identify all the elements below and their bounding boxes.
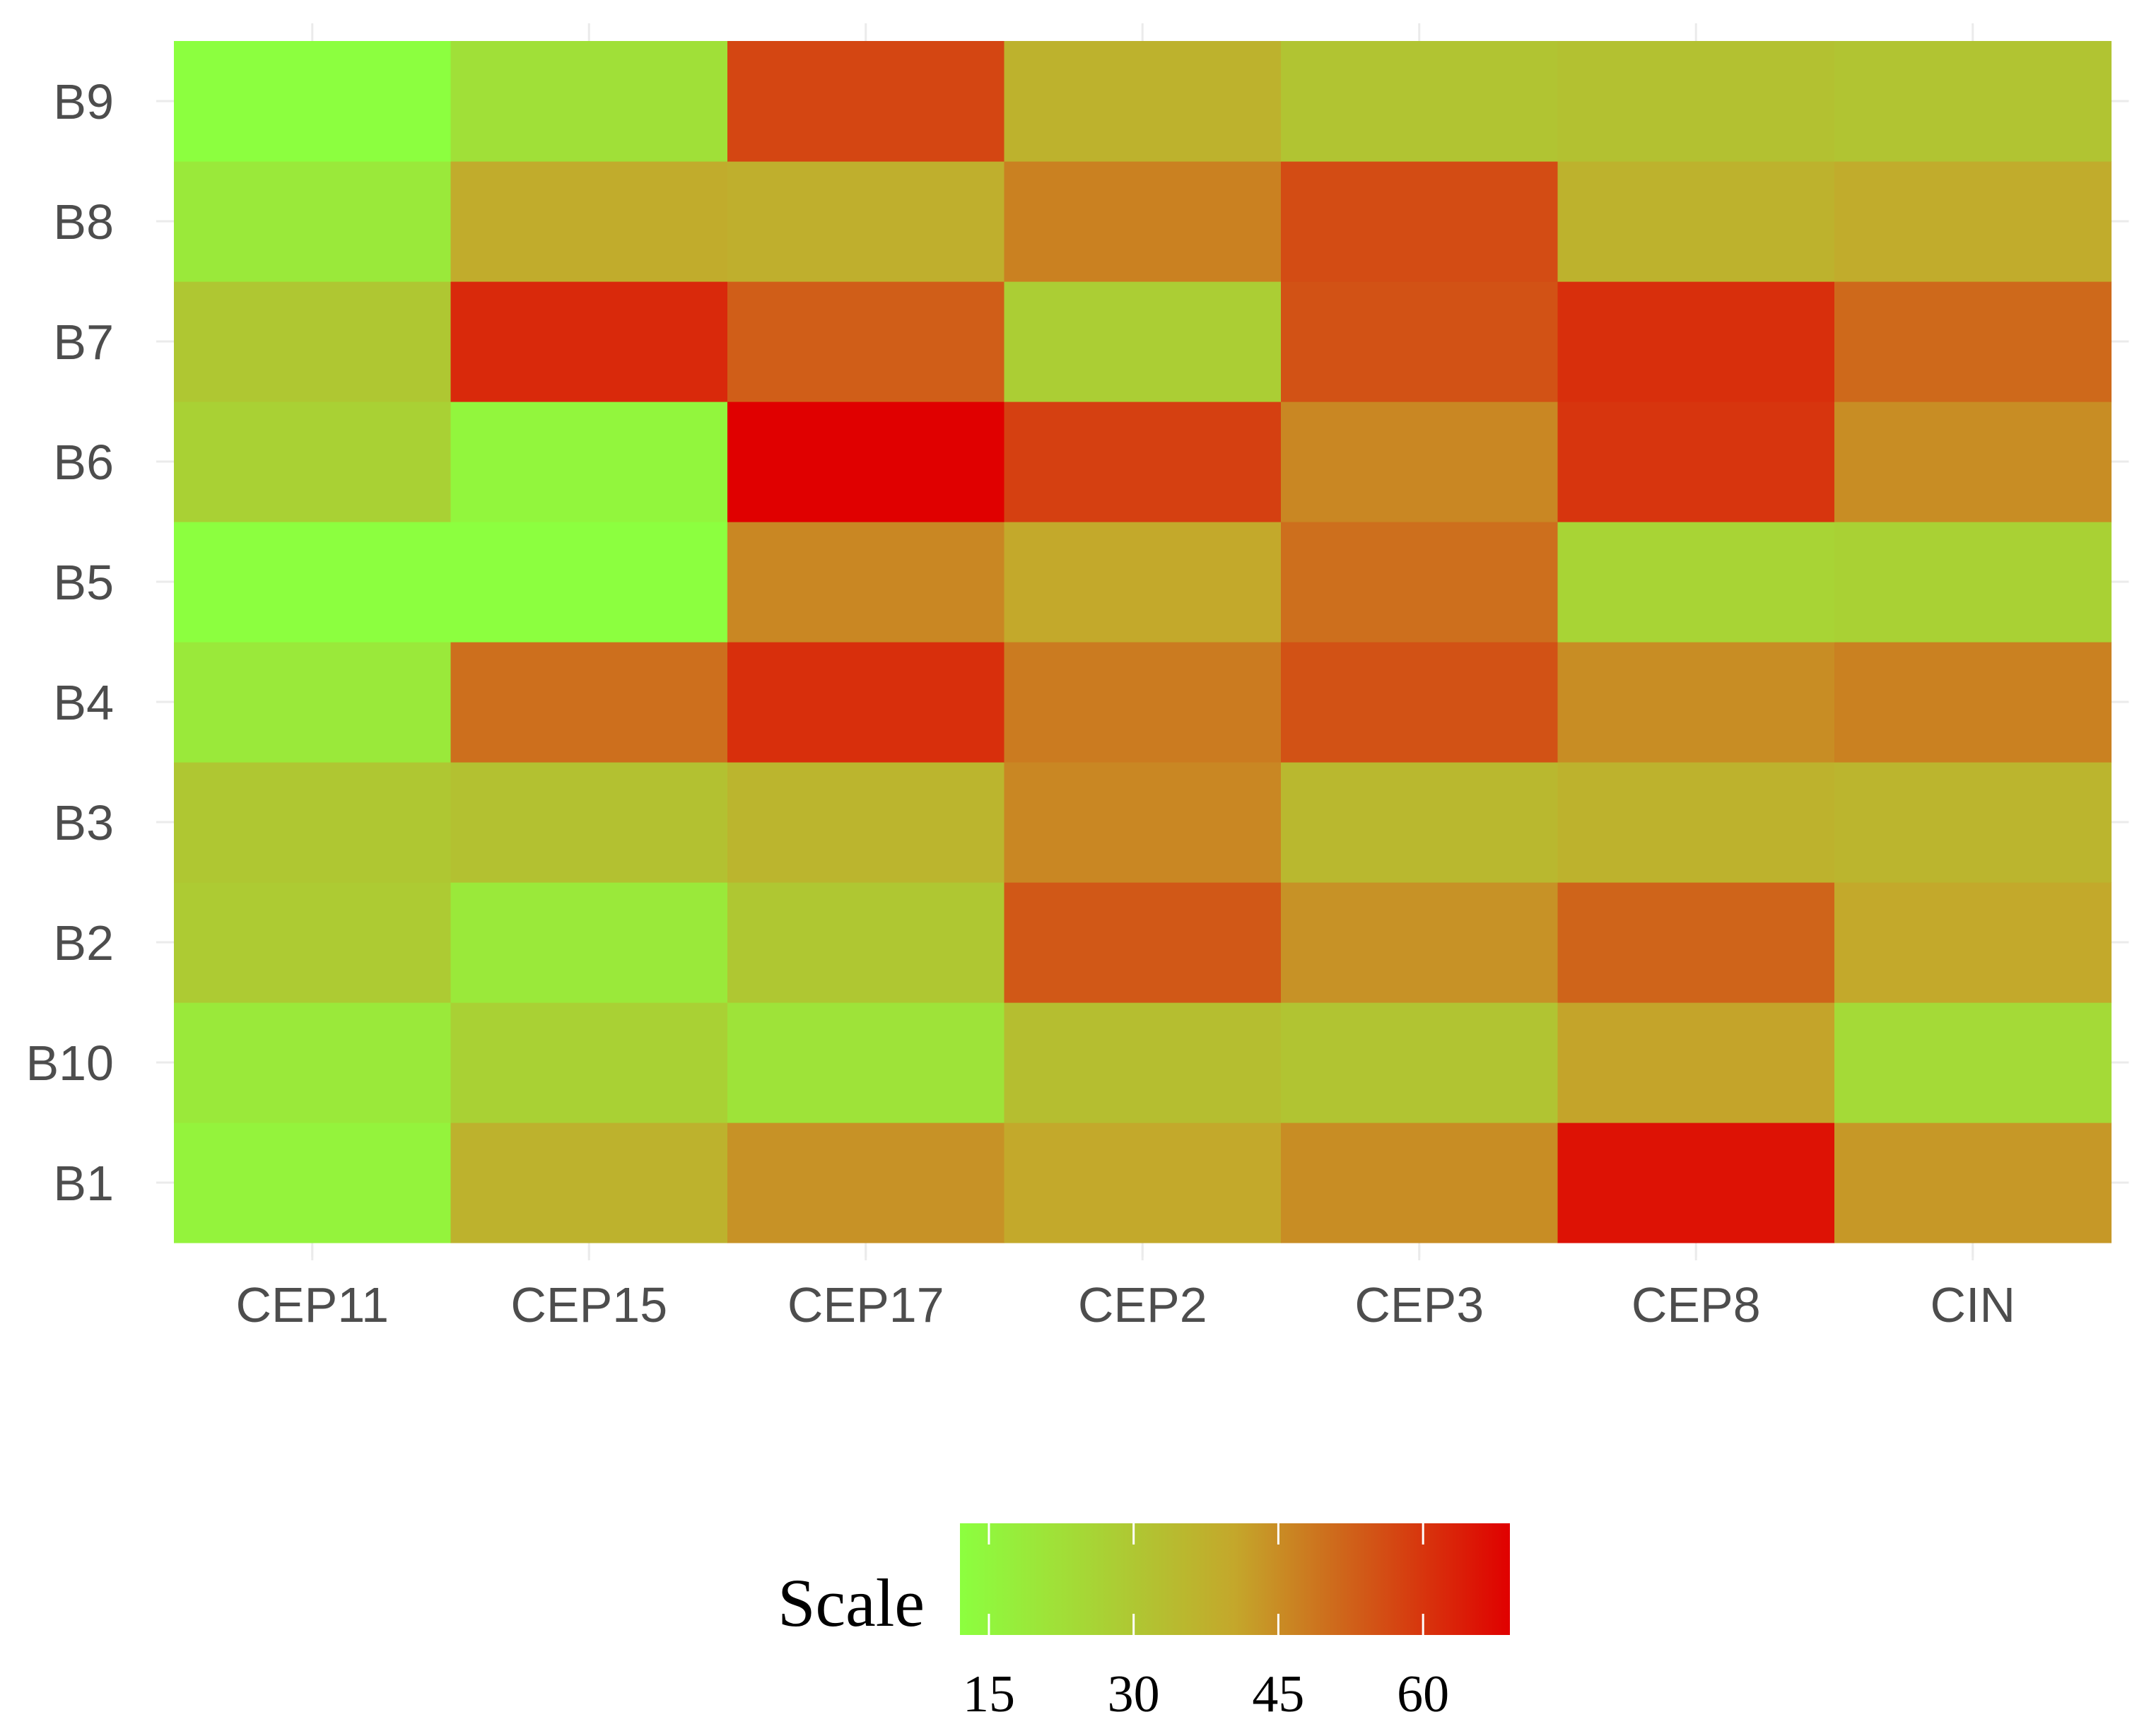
y-tick-label: B8	[53, 194, 114, 250]
legend-tick-label: 45	[1252, 1665, 1304, 1723]
heatmap-cell-B5-CEP17	[727, 522, 1005, 643]
x-tick-label: CEP2	[1078, 1277, 1207, 1332]
heatmap-cell-B10-CEP8	[1557, 1002, 1835, 1123]
legend-tick-label: 60	[1397, 1665, 1449, 1723]
color-legend: Scale 15 30 45 60	[778, 1523, 1510, 1723]
heatmap-cell-B8-CEP3	[1281, 161, 1559, 282]
heatmap-cell-B7-CEP3	[1281, 281, 1559, 402]
x-tick-label: CEP15	[510, 1277, 667, 1332]
heatmap-cell-B9-CEP8	[1557, 41, 1835, 162]
heatmap-cell-B4-CIN	[1834, 642, 2112, 763]
y-tick-label: B2	[53, 915, 114, 971]
heatmap-cell-B10-CEP11	[174, 1002, 452, 1123]
heatmap-cell-B1-CEP2	[1004, 1123, 1282, 1243]
heatmap-cell-B10-CIN	[1834, 1002, 2112, 1123]
heatmap-cell-B7-CEP11	[174, 281, 452, 402]
heatmap-cell-B2-CEP17	[727, 882, 1005, 1003]
heatmap-cell-B8-CEP17	[727, 161, 1005, 282]
y-tick-label: B1	[53, 1156, 114, 1211]
y-tick-label: B10	[25, 1036, 114, 1091]
heatmap-cell-B1-CEP8	[1557, 1123, 1835, 1243]
axes: CEP11 CEP15 CEP17 CEP2 CEP3 CEP8 CIN B1 B10 B2 B3 B…	[25, 74, 2015, 1332]
heatmap-cell-B4-CEP3	[1281, 642, 1559, 763]
legend-tick-label: 30	[1108, 1665, 1160, 1723]
heatmap-cell-B7-CEP8	[1557, 281, 1835, 402]
heatmap-cell-B7-CEP2	[1004, 281, 1282, 402]
x-tick-label: CEP11	[235, 1277, 389, 1332]
heatmap-cell-B5-CEP8	[1557, 522, 1835, 643]
heatmap-cell-B8-CEP8	[1557, 161, 1835, 282]
heatmap-cell-B6-CEP11	[174, 402, 452, 522]
heatmap-cell-B5-CIN	[1834, 522, 2112, 643]
x-tick-label: CEP8	[1631, 1277, 1761, 1332]
heatmap-cell-B2-CEP15	[450, 882, 728, 1003]
heatmap-cell-B4-CEP8	[1557, 642, 1835, 763]
heatmap-cell-B7-CEP17	[727, 281, 1005, 402]
heatmap-cell-B1-CIN	[1834, 1123, 2112, 1243]
heatmap-cell-B2-CIN	[1834, 882, 2112, 1003]
heatmap-cell-B8-CEP11	[174, 161, 452, 282]
heatmap-cell-B8-CIN	[1834, 161, 2112, 282]
legend-tick-label: 15	[963, 1665, 1015, 1723]
heatmap-cell-B6-CIN	[1834, 402, 2112, 522]
heatmap-cell-B7-CEP15	[450, 281, 728, 402]
y-tick-label: B7	[53, 315, 114, 370]
heatmap-cell-B2-CEP3	[1281, 882, 1559, 1003]
heatmap-cell-B3-CEP3	[1281, 762, 1559, 883]
heatmap-cell-B10-CEP3	[1281, 1002, 1559, 1123]
heatmap-cell-B4-CEP11	[174, 642, 452, 763]
heatmap-cell-B1-CEP17	[727, 1123, 1005, 1243]
heatmap-cell-B9-CEP17	[727, 41, 1005, 162]
heatmap-cell-B6-CEP2	[1004, 402, 1282, 522]
y-tick-label: B4	[53, 675, 114, 730]
heatmap-cell-B3-CEP8	[1557, 762, 1835, 883]
heatmap-cell-B5-CEP2	[1004, 522, 1282, 643]
heatmap-cell-B10-CEP17	[727, 1002, 1005, 1123]
y-tick-label: B5	[53, 555, 114, 610]
x-tick-label: CIN	[1930, 1277, 2015, 1332]
heatmap-cell-B6-CEP8	[1557, 402, 1835, 522]
heatmap-cell-B10-CEP15	[450, 1002, 728, 1123]
heatmap-cell-B6-CEP15	[450, 402, 728, 522]
heatmap-cell-B4-CEP2	[1004, 642, 1282, 763]
heatmap-cell-B1-CEP15	[450, 1123, 728, 1243]
heatmap-cell-B6-CEP3	[1281, 402, 1559, 522]
heatmap-cell-B6-CEP17	[727, 402, 1005, 522]
x-tick-label: CEP17	[787, 1277, 944, 1332]
heatmap-cell-B8-CEP15	[450, 161, 728, 282]
heatmap-cell-B2-CEP11	[174, 882, 452, 1003]
heatmap-cell-B3-CEP2	[1004, 762, 1282, 883]
heatmap-cell-B9-CEP15	[450, 41, 728, 162]
heatmap-cell-B4-CEP17	[727, 642, 1005, 763]
heatmap-cell-B5-CEP3	[1281, 522, 1559, 643]
y-tick-label: B3	[53, 795, 114, 850]
heatmap-cell-B5-CEP15	[450, 522, 728, 643]
heatmap-cell-B3-CEP11	[174, 762, 452, 883]
legend-colorbar	[960, 1523, 1510, 1635]
heatmap-cell-B2-CEP2	[1004, 882, 1282, 1003]
heatmap-cell-B9-CIN	[1834, 41, 2112, 162]
y-tick-label: B9	[53, 74, 114, 129]
heatmap-cell-B1-CEP11	[174, 1123, 452, 1243]
x-tick-label: CEP3	[1354, 1277, 1484, 1332]
heatmap-cell-B9-CEP2	[1004, 41, 1282, 162]
heatmap-cell-B10-CEP2	[1004, 1002, 1282, 1123]
legend-title: Scale	[778, 1565, 925, 1641]
y-tick-label: B6	[53, 435, 114, 490]
heatmap-cell-B3-CEP17	[727, 762, 1005, 883]
heatmap-cell-B5-CEP11	[174, 522, 452, 643]
heatmap-cell-B9-CEP11	[174, 41, 452, 162]
heatmap-cell-B3-CEP15	[450, 762, 728, 883]
heatmap-cell-B7-CIN	[1834, 281, 2112, 402]
heatmap-cells	[174, 41, 2112, 1243]
heatmap-cell-B2-CEP8	[1557, 882, 1835, 1003]
heatmap-cell-B4-CEP15	[450, 642, 728, 763]
heatmap-cell-B1-CEP3	[1281, 1123, 1559, 1243]
heatmap-cell-B3-CIN	[1834, 762, 2112, 883]
heatmap-cell-B9-CEP3	[1281, 41, 1559, 162]
heatmap-cell-B8-CEP2	[1004, 161, 1282, 282]
